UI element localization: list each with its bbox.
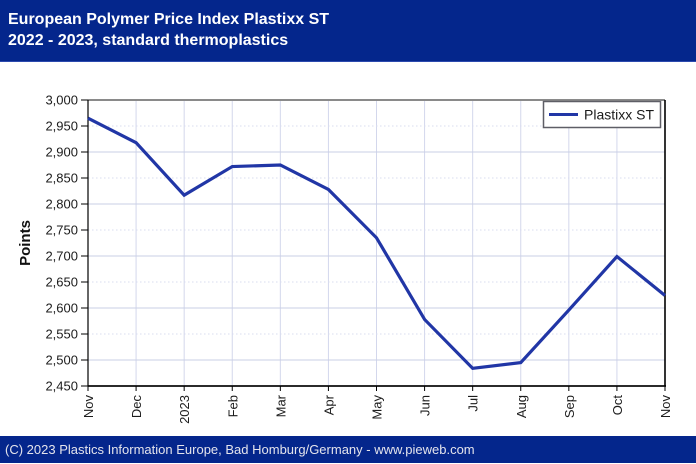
legend-label: Plastixx ST — [584, 107, 654, 123]
y-tick-label: 2,750 — [45, 223, 78, 238]
x-tick-label-group: Dec — [129, 395, 144, 419]
x-tick-label-group: Nov — [658, 395, 673, 419]
x-tick-label: Mar — [273, 394, 288, 417]
x-tick-label-group: Mar — [273, 394, 288, 417]
series-line-plastixx-st — [87, 116, 667, 371]
x-tick-label-group: Oct — [610, 395, 625, 416]
x-tick-label: 2023 — [177, 395, 192, 424]
x-tick-label-group: Nov — [81, 395, 96, 419]
price-line-chart: 2,450 2,500 2,550 2,600 2,650 2,700 2,750 2,800… — [17, 93, 673, 424]
y-tick-label: 2,650 — [45, 275, 78, 290]
x-tick-label-group: 2023 — [177, 395, 192, 424]
x-tick-label: May — [370, 395, 385, 420]
y-tick-label: 2,500 — [45, 353, 78, 368]
x-tick-label: Jul — [466, 395, 481, 412]
x-tick-label-group: Jul — [466, 395, 481, 412]
x-tick-label: Nov — [81, 395, 96, 419]
y-tick-label: 3,000 — [45, 93, 78, 108]
y-tick-label: 2,550 — [45, 327, 78, 342]
x-tick-label: Oct — [610, 395, 625, 416]
y-tick-label: 2,800 — [45, 197, 78, 212]
x-tick-label-group: Feb — [225, 395, 240, 417]
x-tick-label: Sep — [562, 395, 577, 418]
y-tick-label: 2,900 — [45, 145, 78, 160]
y-tick-label: 2,450 — [45, 379, 78, 394]
chart-title-line1: European Polymer Price Index Plastixx ST — [8, 11, 330, 28]
copyright-text: (C) 2023 Plastics Information Europe, Ba… — [5, 442, 475, 457]
x-tick-label-group: May — [370, 395, 385, 420]
x-tick-label: Dec — [129, 395, 144, 419]
chart-footer: (C) 2023 Plastics Information Europe, Ba… — [0, 436, 696, 463]
x-tick-label-group: Apr — [321, 394, 336, 415]
y-axis-title: Points — [17, 220, 34, 266]
x-tick-label: Aug — [514, 395, 529, 418]
y-axis-title-text: Points — [17, 220, 34, 266]
y-tick-label: 2,850 — [45, 171, 78, 186]
plot-area: 2,450 2,500 2,550 2,600 2,650 2,700 2,750 2,800… — [45, 93, 673, 424]
legend: Plastixx ST — [542, 100, 662, 129]
x-tick-label: Nov — [658, 395, 673, 419]
x-tick-label-group: Jun — [418, 395, 433, 416]
x-tick-label: Feb — [225, 395, 240, 417]
x-tick-label-group: Aug — [514, 395, 529, 418]
chart-header: European Polymer Price Index Plastixx ST… — [0, 0, 696, 62]
y-tick-label: 2,700 — [45, 249, 78, 264]
y-tick-label: 2,950 — [45, 119, 78, 134]
x-tick-label: Apr — [321, 394, 336, 415]
chart-region: 2,450 2,500 2,550 2,600 2,650 2,700 2,750 2,800… — [0, 62, 696, 436]
y-tick-label: 2,600 — [45, 301, 78, 316]
x-tick-label-group: Sep — [562, 395, 577, 418]
chart-title-line2: 2022 - 2023, standard thermoplastics — [8, 32, 289, 49]
x-tick-label: Jun — [418, 395, 433, 416]
